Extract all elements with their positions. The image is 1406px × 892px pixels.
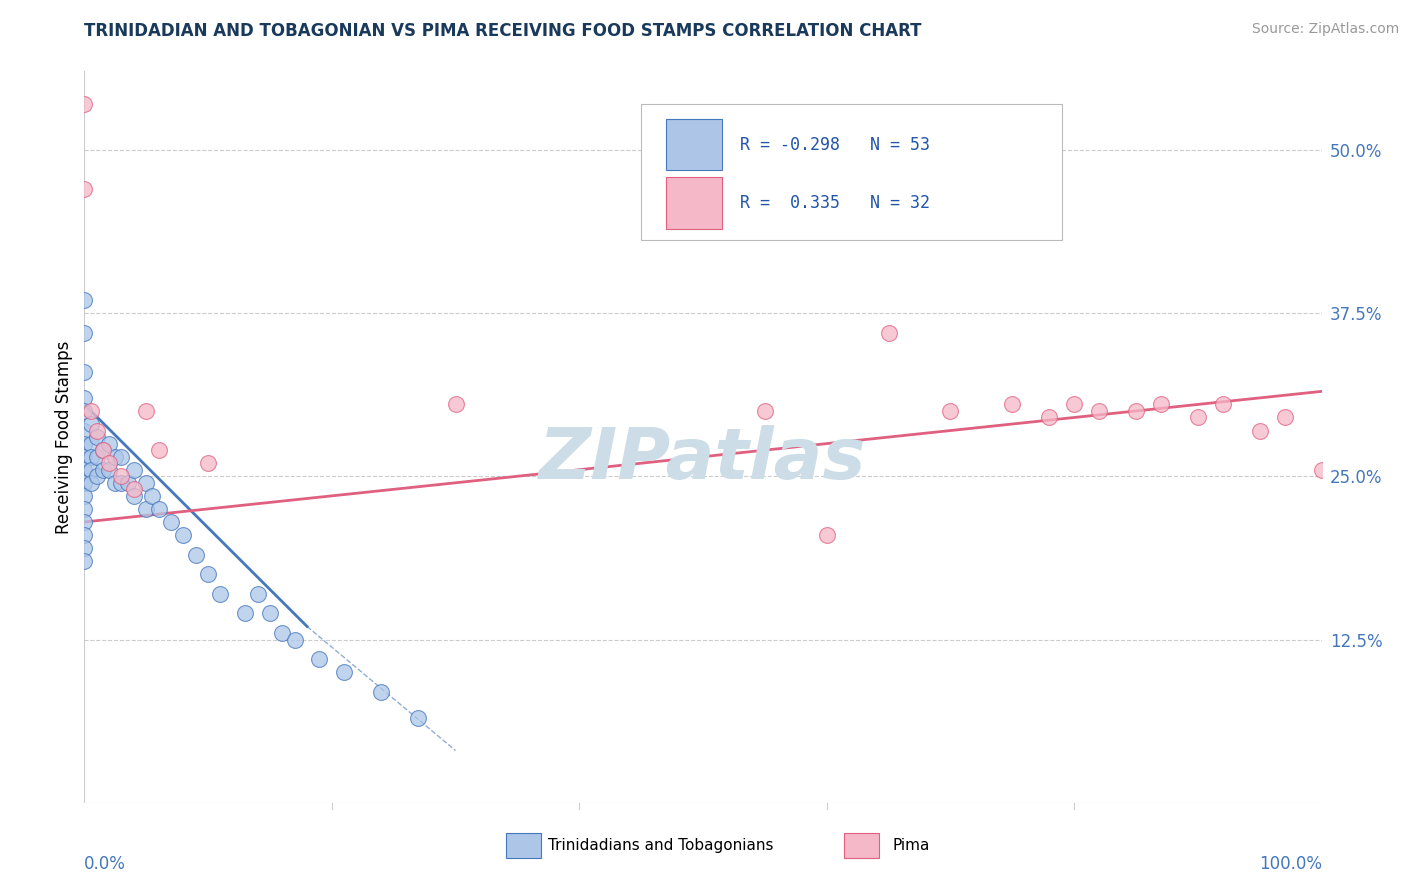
Point xyxy=(1310,463,1333,477)
Point xyxy=(79,436,101,450)
Point xyxy=(246,587,269,601)
Point xyxy=(259,607,281,621)
Point xyxy=(333,665,356,680)
Point xyxy=(815,528,838,542)
Point xyxy=(86,469,108,483)
Point xyxy=(79,450,101,464)
Point xyxy=(110,475,132,490)
Point xyxy=(73,182,96,196)
Text: Trinidadians and Tobagonians: Trinidadians and Tobagonians xyxy=(548,838,773,853)
Point xyxy=(141,489,163,503)
Point xyxy=(172,528,194,542)
Point xyxy=(1212,397,1234,411)
Point xyxy=(1274,410,1296,425)
Point xyxy=(73,489,96,503)
Point xyxy=(98,456,121,470)
Point xyxy=(79,417,101,431)
Point xyxy=(79,475,101,490)
Point xyxy=(135,475,157,490)
Point xyxy=(73,528,96,542)
Point xyxy=(79,463,101,477)
Text: 100.0%: 100.0% xyxy=(1258,855,1322,873)
Point xyxy=(148,443,170,458)
Point xyxy=(110,450,132,464)
Point xyxy=(91,463,114,477)
Point xyxy=(1088,404,1111,418)
Point xyxy=(284,632,307,647)
Point xyxy=(135,404,157,418)
FancyBboxPatch shape xyxy=(641,104,1062,240)
Point xyxy=(148,502,170,516)
Point xyxy=(91,443,114,458)
Point xyxy=(73,391,96,405)
Point xyxy=(73,436,96,450)
Point xyxy=(73,326,96,340)
Point xyxy=(79,404,101,418)
Point xyxy=(117,475,139,490)
Point xyxy=(86,450,108,464)
Y-axis label: Receiving Food Stamps: Receiving Food Stamps xyxy=(55,341,73,533)
Point xyxy=(1249,424,1271,438)
Point xyxy=(98,463,121,477)
Text: ZIPatlas: ZIPatlas xyxy=(540,425,866,493)
Point xyxy=(73,475,96,490)
Point xyxy=(104,475,127,490)
Point xyxy=(73,541,96,555)
Point xyxy=(91,443,114,458)
Point xyxy=(122,463,145,477)
Point xyxy=(444,397,467,411)
Point xyxy=(877,326,900,340)
Point xyxy=(110,469,132,483)
Point xyxy=(1063,397,1085,411)
Point xyxy=(197,567,219,582)
Point xyxy=(1187,410,1209,425)
Point xyxy=(184,548,207,562)
Point xyxy=(233,607,256,621)
Point xyxy=(86,424,108,438)
Point xyxy=(73,424,96,438)
Point xyxy=(370,685,392,699)
Text: 0.0%: 0.0% xyxy=(84,855,127,873)
Point xyxy=(209,587,232,601)
Point xyxy=(73,97,96,112)
Point xyxy=(73,463,96,477)
Point xyxy=(73,515,96,529)
Point xyxy=(73,404,96,418)
Point xyxy=(939,404,962,418)
Point xyxy=(160,515,183,529)
Point xyxy=(197,456,219,470)
Bar xyxy=(666,178,721,228)
Point xyxy=(1150,397,1173,411)
Point xyxy=(73,293,96,307)
Point xyxy=(122,483,145,497)
Bar xyxy=(666,119,721,170)
Point xyxy=(73,450,96,464)
Point xyxy=(135,502,157,516)
Point xyxy=(308,652,330,666)
Point xyxy=(754,404,776,418)
Text: Pima: Pima xyxy=(893,838,931,853)
Point xyxy=(1125,404,1147,418)
Point xyxy=(271,626,294,640)
Text: TRINIDADIAN AND TOBAGONIAN VS PIMA RECEIVING FOOD STAMPS CORRELATION CHART: TRINIDADIAN AND TOBAGONIAN VS PIMA RECEI… xyxy=(84,22,922,40)
Point xyxy=(104,450,127,464)
Point xyxy=(1001,397,1024,411)
Point xyxy=(98,436,121,450)
Point xyxy=(1038,410,1060,425)
Point xyxy=(73,502,96,516)
Point xyxy=(73,554,96,568)
Point xyxy=(408,711,430,725)
Point xyxy=(73,365,96,379)
Text: Source: ZipAtlas.com: Source: ZipAtlas.com xyxy=(1251,22,1399,37)
Text: R = -0.298   N = 53: R = -0.298 N = 53 xyxy=(740,136,931,153)
Point xyxy=(86,430,108,444)
Point xyxy=(122,489,145,503)
Text: R =  0.335   N = 32: R = 0.335 N = 32 xyxy=(740,194,931,212)
